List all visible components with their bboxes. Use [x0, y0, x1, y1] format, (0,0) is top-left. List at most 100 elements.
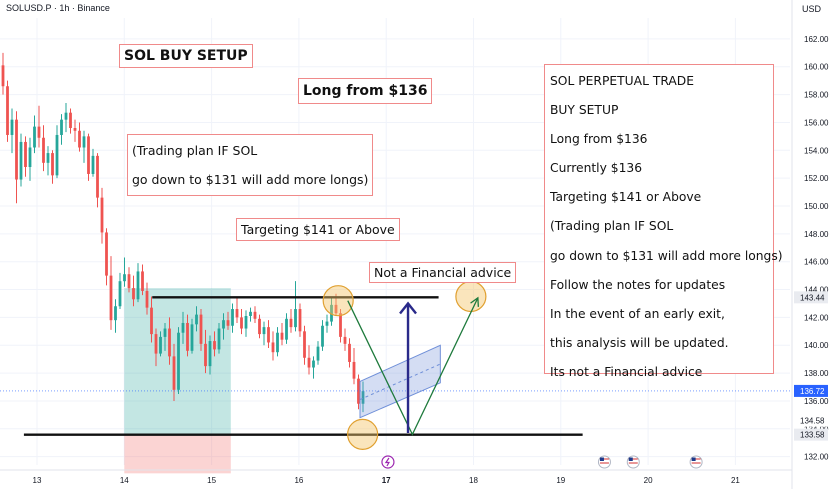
symbol-header[interactable]: SOLUSD.P · 1h · Binance — [6, 3, 110, 13]
candle-body — [361, 391, 365, 404]
time-tick-label: 18 — [469, 476, 478, 485]
candle-body — [325, 321, 329, 326]
price-tick-label: 144.00 — [804, 286, 829, 295]
highlight-circle[interactable] — [322, 285, 354, 317]
candle-body — [6, 86, 9, 135]
time-tick-label: 15 — [207, 476, 216, 485]
price-tick-label: 142.00 — [804, 313, 829, 322]
lightning-icon — [384, 457, 390, 467]
flag-canton — [599, 457, 604, 461]
summary-line: Its not a Financial advice — [550, 364, 703, 379]
summary-line: SOL PERPETUAL TRADE — [550, 74, 695, 88]
candle-body — [312, 360, 315, 368]
summary-line: (Trading plan IF SOL — [550, 219, 674, 234]
candle-body — [298, 309, 302, 332]
candle-body — [60, 119, 63, 135]
candle-body — [240, 317, 243, 329]
summary-line: Follow the notes for updates — [550, 277, 726, 292]
price-tick-label: 162.00 — [804, 35, 829, 44]
candle-body — [213, 341, 216, 350]
candle-body — [24, 141, 27, 167]
flag-canton — [691, 457, 696, 461]
position-loss-zone[interactable] — [124, 434, 231, 474]
candle-body — [271, 342, 275, 353]
trading-plan-note[interactable]: (Trading plan IF SOL go down to $131 wil… — [127, 134, 374, 196]
candle-body — [73, 128, 77, 131]
price-tag-bg — [794, 414, 828, 427]
price-tick-label: 150.00 — [804, 202, 829, 211]
time-tick-label: 20 — [644, 476, 653, 485]
candle-body — [321, 325, 324, 347]
candle-body — [316, 346, 320, 361]
candle-body — [204, 343, 207, 367]
price-tag-bg — [794, 428, 828, 441]
drawings-layer[interactable] — [0, 280, 790, 450]
candle-body — [235, 309, 239, 318]
time-tick-label: 21 — [731, 476, 740, 485]
price-tick-label: 138.00 — [804, 369, 829, 378]
candle-body — [154, 334, 158, 354]
candle-body — [294, 309, 297, 328]
entry-note[interactable]: Long from $136 — [298, 78, 433, 104]
highlight-circle[interactable] — [455, 280, 487, 313]
candle-body — [217, 328, 221, 350]
price-tick-label: 160.00 — [804, 63, 829, 72]
candle-body — [343, 336, 347, 344]
candle-body — [357, 378, 360, 404]
price-tick-label: 140.00 — [804, 341, 829, 350]
candle-body — [244, 316, 248, 329]
candle-body — [123, 274, 126, 282]
candle-body — [145, 290, 149, 308]
candle-body — [280, 332, 284, 340]
candle-body — [339, 313, 342, 337]
candle-body — [181, 322, 185, 333]
plan-line-1: (Trading plan IF SOL — [132, 143, 258, 158]
target-note[interactable]: Targeting $141 or Above — [236, 218, 400, 241]
candle-body — [348, 343, 351, 362]
highlight-circle[interactable] — [347, 418, 379, 450]
time-tick-label: 16 — [294, 476, 303, 485]
trade-summary-note[interactable]: SOL PERPETUAL TRADE BUY SETUP Long from … — [544, 64, 783, 379]
summary-line: this analysis will be updated. — [550, 335, 729, 350]
price-tick-label: 158.00 — [804, 91, 829, 100]
time-tick-label: 13 — [33, 476, 42, 485]
price-tag-label: 134.58 — [800, 417, 825, 426]
price-axis[interactable]: 132.00134.00136.00138.00140.00142.00144.… — [791, 0, 829, 489]
candle-body — [208, 341, 212, 367]
price-tag-label: 143.44 — [800, 293, 825, 302]
candle-body — [172, 356, 176, 390]
candle-body — [307, 357, 311, 368]
summary-line: BUY SETUP — [550, 103, 619, 118]
projection-path[interactable] — [347, 297, 479, 436]
time-tick-label: 17 — [382, 476, 391, 485]
price-tick-label: 146.00 — [804, 258, 829, 267]
candle-body — [253, 311, 257, 319]
price-tag-bg — [794, 291, 828, 304]
candle-body — [1, 65, 5, 87]
price-tag-label: 136.72 — [800, 387, 825, 396]
candle-body — [55, 134, 59, 176]
candle-body — [303, 331, 306, 358]
candle-body — [258, 318, 261, 335]
candle-body — [69, 112, 72, 129]
title-note[interactable]: SOL BUY SETUP — [119, 44, 253, 68]
candle-body — [168, 328, 171, 357]
candle-body — [114, 306, 117, 321]
time-tick-label: 14 — [120, 476, 129, 485]
summary-line: go down to $131 will add more longs) — [550, 248, 783, 263]
time-axis[interactable]: 13 14 15 16 17 18 19 20 21 — [0, 455, 792, 485]
candle-body — [105, 232, 108, 276]
currency-label: USD — [802, 4, 822, 14]
projection-arrowhead — [470, 296, 479, 307]
plan-line-2: go down to $131 will add more longs) — [132, 172, 369, 187]
up-arrow-head — [399, 301, 417, 315]
candle-body — [51, 153, 54, 176]
candle-body — [226, 320, 230, 326]
candle-body — [330, 304, 333, 322]
candle-body — [127, 274, 131, 289]
candle-body — [190, 324, 194, 351]
price-tick-label: 156.00 — [804, 118, 829, 127]
disclaimer-note[interactable]: Not a Financial advice — [369, 262, 517, 283]
candle-body — [33, 126, 36, 148]
candle-body — [222, 320, 225, 329]
